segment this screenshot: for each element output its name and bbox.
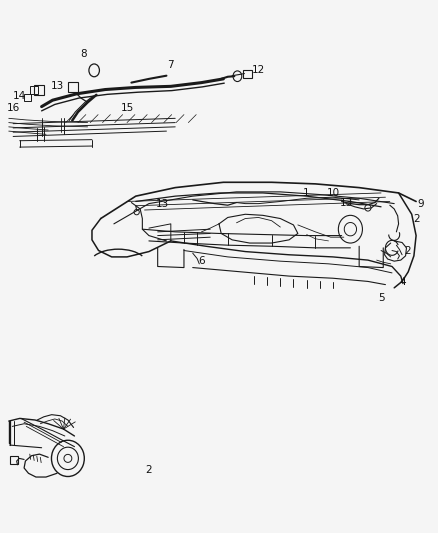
Text: 13: 13 (339, 198, 353, 207)
Bar (24, 94, 31, 101)
Bar (68, 82, 78, 92)
Text: 9: 9 (417, 199, 424, 208)
Bar (30, 86, 38, 94)
Text: 2: 2 (404, 246, 411, 255)
Text: 2: 2 (413, 214, 420, 223)
Text: 13: 13 (155, 199, 169, 208)
Text: 12: 12 (252, 66, 265, 75)
Text: 6: 6 (198, 256, 205, 266)
Text: 15: 15 (120, 103, 134, 112)
Text: 7: 7 (167, 60, 174, 70)
Text: 14: 14 (13, 91, 26, 101)
Text: 13: 13 (50, 82, 64, 91)
Text: 16: 16 (7, 103, 20, 112)
Text: 10: 10 (326, 188, 339, 198)
Bar (10, 456, 18, 464)
Text: 8: 8 (80, 50, 87, 59)
Text: 2: 2 (145, 465, 152, 475)
Text: 1: 1 (303, 188, 310, 198)
Text: 5: 5 (378, 294, 385, 303)
Bar (34, 85, 44, 95)
Bar (243, 70, 252, 78)
Text: 4: 4 (399, 278, 406, 287)
